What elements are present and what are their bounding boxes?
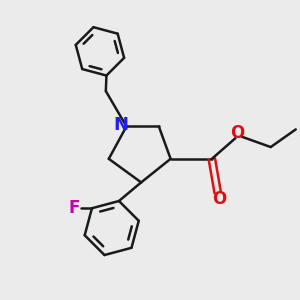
Text: O: O bbox=[230, 124, 244, 142]
Text: O: O bbox=[212, 190, 226, 208]
Text: F: F bbox=[69, 199, 80, 217]
Text: N: N bbox=[114, 116, 129, 134]
